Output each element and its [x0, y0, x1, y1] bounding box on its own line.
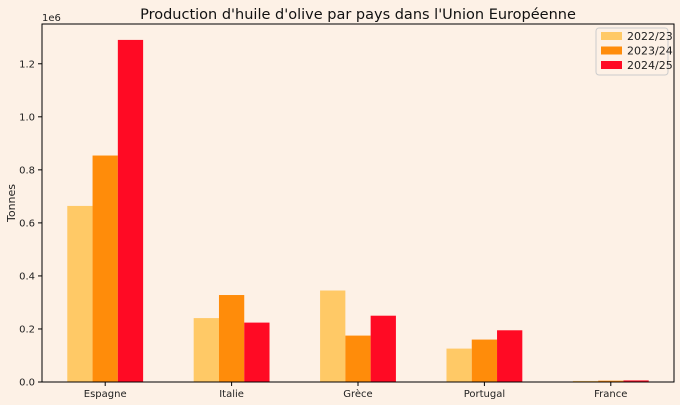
bar-grèce-2022-23	[320, 290, 346, 382]
bar-italie-2024-25	[244, 322, 270, 382]
x-tick-label: Grèce	[343, 388, 372, 400]
bar-france-2024-25	[623, 380, 649, 382]
bar-grèce-2023-24	[345, 335, 371, 382]
x-tick-label: Italie	[219, 389, 244, 400]
x-tick-label: Espagne	[84, 389, 127, 400]
chart-title: Production d'huile d'olive par pays dans…	[140, 7, 576, 23]
x-axis: Espagne Italie Grèce Portugal France	[84, 382, 627, 400]
bar-italie-2022-23	[193, 318, 219, 382]
x-tick-label: France	[594, 389, 627, 400]
legend-swatch	[601, 46, 622, 55]
bar-espagne-2023-24	[92, 155, 118, 382]
x-tick-label: Portugal	[464, 389, 505, 400]
legend-label: 2023/24	[627, 45, 673, 58]
y-tick-label: 0.8	[19, 165, 35, 176]
y-axis-scale-label: 1e6	[42, 13, 61, 24]
legend-swatch	[601, 32, 622, 40]
y-tick-label: 0.2	[19, 324, 35, 335]
legend-label: 2022/23	[627, 30, 673, 43]
y-tick-label: 0.4	[19, 271, 35, 282]
bar-grèce-2024-25	[370, 315, 396, 382]
bar-france-2023-24	[598, 380, 624, 382]
bar-portugal-2022-23	[446, 348, 472, 382]
legend-swatch	[601, 61, 622, 69]
y-tick-label: 0.0	[19, 378, 35, 389]
y-axis: 0.0 0.2 0.4 0.6 0.8 1.0 1.2	[19, 59, 42, 389]
y-tick-label: 0.6	[19, 218, 35, 229]
y-tick-label: 1.2	[19, 59, 35, 70]
plot-frame	[41, 23, 675, 383]
bar-portugal-2024-25	[497, 330, 523, 382]
y-tick-label: 1.0	[19, 112, 35, 123]
bar-france-2022-23	[572, 380, 599, 382]
bar-portugal-2023-24	[471, 339, 498, 382]
y-axis-title: Tonnes	[5, 184, 18, 223]
bars-group	[67, 39, 649, 382]
bar-espagne-2022-23	[67, 205, 93, 382]
bar-espagne-2024-25	[117, 39, 144, 382]
bar-italie-2023-24	[218, 295, 245, 382]
legend-label: 2024/25	[627, 59, 673, 72]
